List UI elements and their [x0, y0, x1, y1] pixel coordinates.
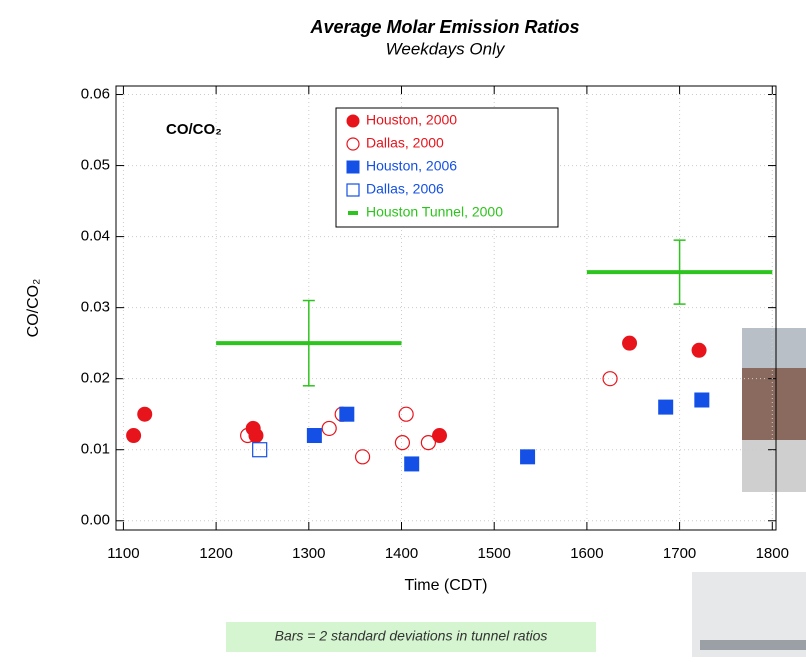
y-tick-label: 0.04	[81, 228, 110, 245]
annotation: CO/CO₂	[166, 121, 222, 138]
point	[602, 371, 618, 387]
photo-plane	[700, 640, 806, 650]
point	[137, 406, 153, 422]
legend-marker	[346, 183, 360, 197]
photo-road	[742, 440, 806, 492]
y-tick-label: 0.06	[81, 85, 110, 102]
chart-subtitle: Weekdays Only	[386, 39, 506, 58]
point	[694, 392, 710, 408]
y-tick-label: 0.03	[81, 299, 110, 316]
point	[126, 428, 142, 444]
point	[404, 456, 420, 472]
chart-title: Average Molar Emission Ratios	[309, 17, 579, 37]
y-tick-label: 0.02	[81, 370, 110, 387]
x-tick-label: 1300	[292, 545, 325, 562]
y-axis-label: CO/CO₂	[25, 279, 42, 338]
point	[432, 428, 448, 444]
x-tick-label: 1200	[199, 545, 232, 562]
x-tick-label: 1800	[756, 545, 789, 562]
point	[252, 442, 268, 458]
legend-label: Houston, 2000	[366, 112, 457, 128]
point	[520, 449, 536, 465]
legend-marker	[346, 114, 360, 128]
point	[248, 428, 264, 444]
plot-frame	[115, 85, 777, 531]
y-tick-label: 0.01	[81, 441, 110, 458]
point	[398, 406, 414, 422]
legend-marker	[346, 137, 360, 151]
x-tick-label: 1400	[385, 545, 418, 562]
legend-box	[335, 107, 559, 228]
legend-marker	[346, 160, 360, 174]
x-tick-label: 1100	[107, 545, 139, 562]
point	[691, 342, 707, 358]
x-tick-label: 1700	[663, 545, 696, 562]
point	[321, 420, 337, 437]
point	[354, 449, 371, 465]
point	[240, 427, 256, 444]
x-axis-label: Time (CDT)	[405, 577, 488, 594]
y-tick-label: 0.00	[81, 512, 110, 529]
point	[658, 399, 674, 415]
point	[622, 335, 638, 351]
footnote-box	[226, 622, 596, 652]
legend-label: Dallas, 2000	[366, 135, 444, 151]
footnote: Bars = 2 standard deviations in tunnel r…	[275, 628, 548, 644]
point	[394, 435, 411, 451]
legend-label: Houston, 2006	[366, 158, 457, 174]
point	[306, 428, 322, 444]
point	[339, 406, 355, 422]
x-tick-label: 1600	[570, 545, 603, 562]
x-tick-label: 1500	[478, 545, 511, 562]
point	[420, 435, 436, 451]
legend-label: Dallas, 2006	[366, 181, 444, 197]
y-tick-label: 0.05	[81, 157, 110, 174]
photo-sky	[742, 328, 806, 368]
legend-label: Houston Tunnel, 2000	[366, 204, 503, 220]
